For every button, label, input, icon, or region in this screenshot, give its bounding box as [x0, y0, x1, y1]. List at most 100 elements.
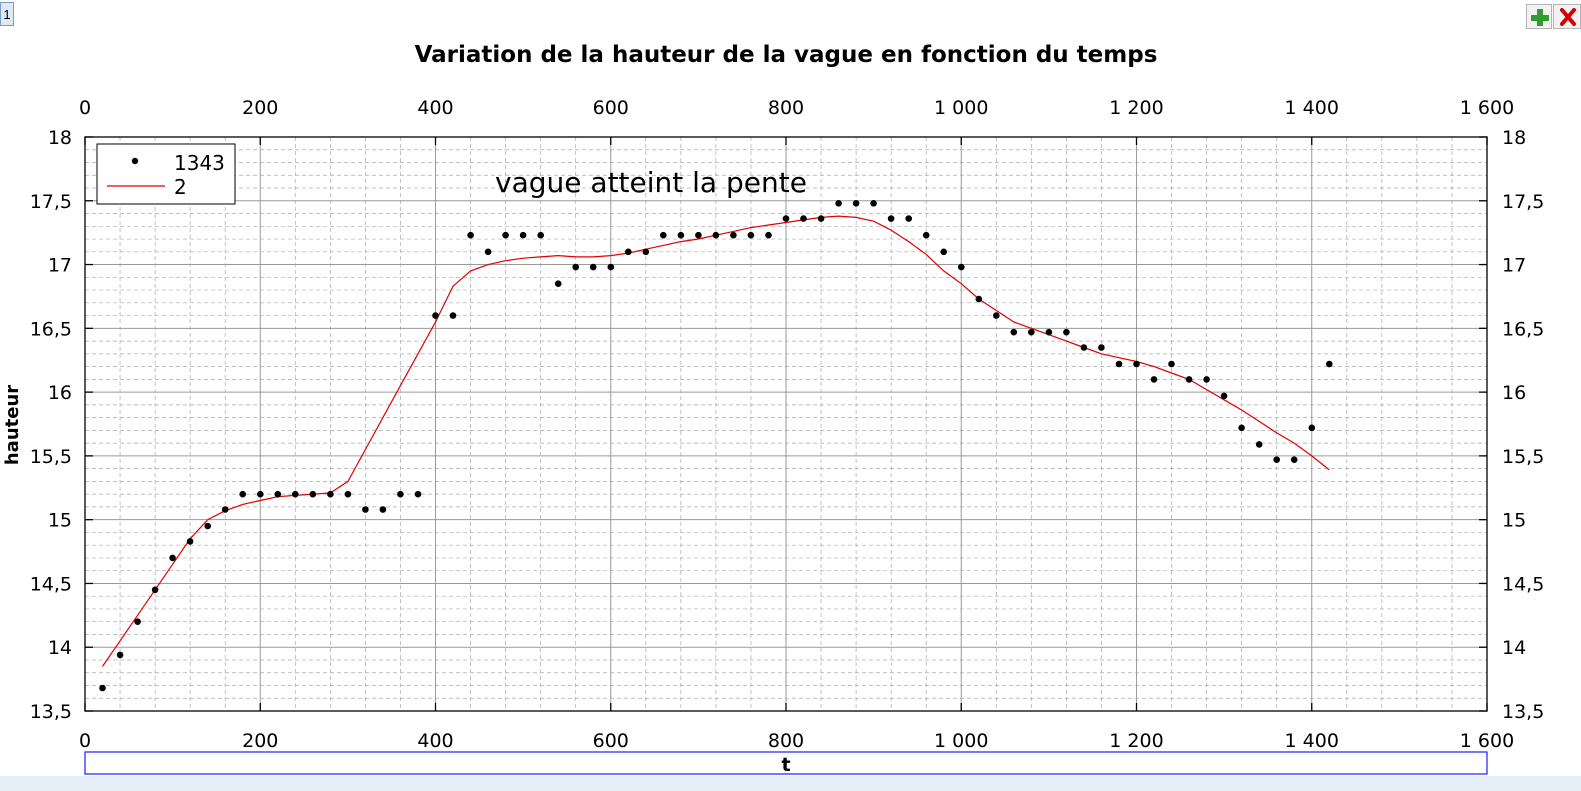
- legend: 1343 2: [96, 143, 236, 205]
- data-point: [1326, 360, 1333, 368]
- y-tick-label-right: 14,5: [1502, 573, 1544, 595]
- data-point: [379, 506, 387, 513]
- y-tick-label: 14,5: [30, 573, 72, 595]
- y-tick-label: 17: [48, 255, 72, 277]
- y-tick-label-right: 17,5: [1502, 191, 1544, 213]
- x-tick-label-top: 0: [79, 97, 91, 119]
- window-tab[interactable]: 1: [0, 2, 14, 26]
- y-tick-label: 14: [48, 637, 72, 659]
- data-point: [642, 248, 650, 256]
- legend-marker-points: [131, 157, 139, 165]
- data-point: [239, 490, 246, 498]
- data-point: [1098, 344, 1105, 351]
- x-tick-label-top: 1 000: [934, 97, 988, 119]
- x-tick-label: 800: [768, 730, 804, 752]
- data-point: [274, 490, 282, 498]
- y-tick-label: 15: [48, 510, 72, 532]
- y-tick-label: 17,5: [30, 191, 72, 213]
- x-tick-label-top: 1 200: [1109, 97, 1163, 119]
- data-point: [835, 200, 842, 207]
- data-point: [695, 231, 702, 239]
- data-point: [204, 522, 211, 530]
- data-point: [1255, 441, 1263, 448]
- data-point: [221, 506, 229, 513]
- data-point: [817, 215, 825, 222]
- data-point: [1273, 456, 1280, 464]
- axes: 0 0 200 200 400 400 600 600 800 800 1 000 1 000 1 20…: [30, 97, 1545, 752]
- data-point: [1150, 376, 1158, 383]
- data-point: [1220, 392, 1228, 400]
- data-point: [993, 312, 1000, 319]
- data-point: [1203, 376, 1210, 383]
- x-tick-label-top: 400: [417, 97, 453, 119]
- x-tick-label: 1 600: [1460, 730, 1514, 752]
- data-point: [1133, 360, 1140, 368]
- data-point: [134, 618, 141, 625]
- data-point: [1168, 360, 1175, 368]
- data-point: [712, 231, 720, 239]
- close-button[interactable]: [1553, 4, 1581, 29]
- y-tick-label-right: 18: [1502, 127, 1526, 149]
- x-tick-label: 200: [242, 730, 278, 752]
- y-tick-label: 15,5: [30, 446, 72, 468]
- status-strip: [0, 776, 1581, 791]
- x-axis-label-box[interactable]: [84, 751, 1488, 775]
- data-point: [852, 200, 860, 207]
- data-point: [922, 231, 930, 239]
- data-point: [327, 490, 334, 498]
- close-icon: [1560, 8, 1576, 26]
- data-point: [116, 651, 124, 659]
- y-tick-label: 16: [48, 382, 72, 404]
- data-point: [1308, 424, 1316, 432]
- y-tick-label: 16,5: [30, 318, 72, 340]
- data-point: [554, 280, 562, 288]
- x-tick-label: 0: [79, 730, 91, 752]
- data-point: [292, 490, 299, 498]
- data-point: [1063, 328, 1070, 336]
- y-tick-label-right: 14: [1502, 637, 1526, 659]
- data-point: [432, 312, 439, 319]
- data-point: [1028, 328, 1035, 336]
- data-point: [1080, 344, 1088, 351]
- y-tick-label-right: 17: [1502, 255, 1526, 277]
- x-axis-label: t: [781, 754, 790, 776]
- plus-icon: [1531, 9, 1549, 26]
- x-tick-label: 1 000: [934, 730, 988, 752]
- y-tick-label-right: 13,5: [1502, 701, 1544, 723]
- data-point: [344, 490, 352, 498]
- data-point: [99, 684, 106, 692]
- y-axis-label: hauteur: [2, 385, 23, 465]
- data-point: [449, 312, 457, 319]
- data-point: [1115, 360, 1123, 368]
- data-point: [467, 231, 474, 239]
- data-point: [800, 215, 807, 222]
- x-tick-label: 1 400: [1285, 730, 1339, 752]
- data-point: [730, 231, 737, 239]
- data-point: [905, 215, 912, 222]
- y-tick-label-right: 16: [1502, 382, 1526, 404]
- data-point: [870, 200, 877, 207]
- data-point: [887, 215, 895, 222]
- x-tick-label-top: 800: [768, 97, 804, 119]
- data-point: [1185, 376, 1193, 383]
- data-point: [1290, 456, 1298, 464]
- add-button[interactable]: [1526, 4, 1552, 29]
- data-point: [765, 231, 772, 239]
- data-point: [186, 538, 194, 545]
- chart-annotation: vague atteint la pente: [495, 166, 807, 199]
- data-point: [257, 490, 264, 498]
- data-point: [484, 248, 492, 256]
- legend-label-line: 2: [174, 175, 187, 199]
- x-tick-label: 400: [417, 730, 453, 752]
- data-point: [572, 263, 579, 271]
- data-point: [151, 586, 159, 594]
- y-tick-label-right: 16,5: [1502, 318, 1544, 340]
- data-point: [502, 231, 509, 239]
- scatter-series: [99, 200, 1333, 692]
- data-point: [660, 231, 667, 239]
- x-tick-label: 1 200: [1109, 730, 1163, 752]
- data-point: [677, 231, 685, 239]
- data-point: [975, 295, 983, 303]
- data-point: [519, 231, 527, 239]
